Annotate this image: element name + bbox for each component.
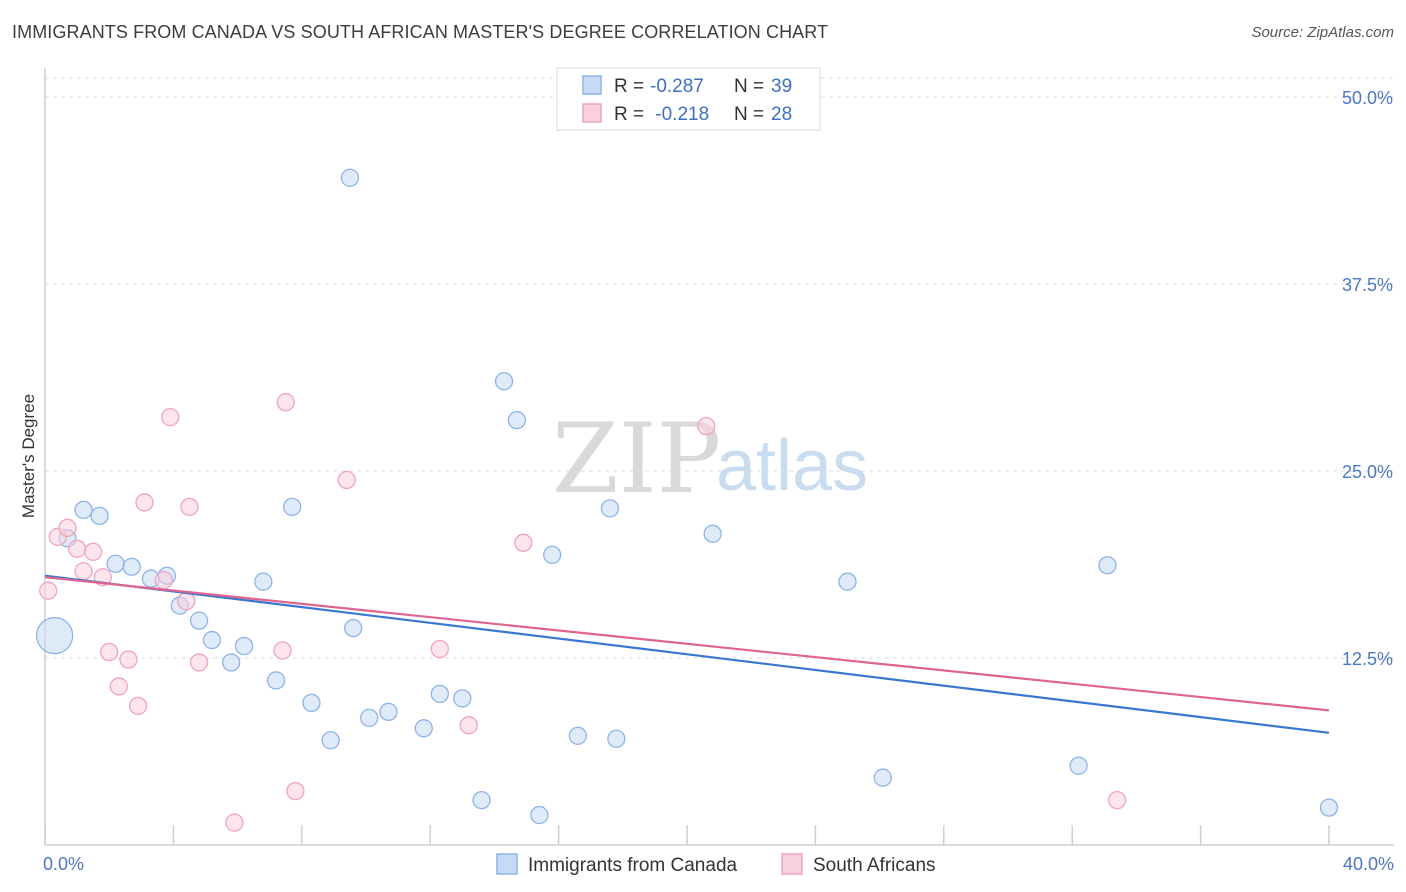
series-legend-label-canada: Immigrants from Canada — [528, 855, 738, 876]
grid-lines — [45, 77, 1394, 659]
canada-point — [340, 168, 360, 187]
south-africans-point — [161, 407, 180, 427]
south-africans-point — [459, 716, 478, 735]
legend-r-label-canada: R = — [614, 76, 644, 97]
series-legend-swatch-canada — [496, 853, 518, 875]
canada-point — [873, 768, 892, 787]
x-tick-label-min: 0.0% — [43, 854, 84, 874]
legend-r-label-south-africans: R = — [614, 104, 644, 125]
legend-n-label-canada: N = — [734, 76, 764, 97]
legend-r-value-south-africans: -0.218 — [650, 104, 709, 125]
series-legend-label-south-africans: South Africans — [813, 855, 936, 876]
south-africans-point — [177, 592, 196, 611]
canada-point — [472, 790, 491, 810]
legend-n-value-canada: 39 — [771, 76, 792, 97]
series-legend-swatch-south-africans — [781, 853, 803, 875]
south-africans-point — [135, 493, 154, 512]
south-africans-point — [58, 518, 77, 537]
x-axis-ticks — [44, 825, 1330, 845]
legend-r-value-canada: -0.287 — [650, 76, 704, 97]
source-credit: Source: ZipAtlas.com — [1251, 24, 1394, 41]
south-africans-point — [276, 393, 295, 412]
south-africans-point — [286, 781, 305, 801]
canada-point — [283, 497, 302, 517]
chart-title: IMMIGRANTS FROM CANADA VS SOUTH AFRICAN … — [12, 22, 829, 42]
south-africans-point — [100, 642, 119, 662]
canada-point — [90, 506, 109, 526]
canada-point — [838, 572, 857, 591]
south-africans-point — [84, 542, 103, 561]
canada-point — [1069, 756, 1088, 775]
canada-point — [507, 410, 527, 430]
canada-point — [106, 554, 125, 573]
canada-point — [74, 500, 93, 520]
legend-n-value-south-africans: 28 — [771, 104, 792, 125]
canada-point — [360, 708, 379, 727]
south-africans-point — [225, 813, 244, 832]
canada-point — [453, 689, 472, 708]
canada-point — [189, 611, 209, 630]
south-africans-point — [67, 539, 87, 558]
south-africans-point — [430, 639, 449, 659]
canada-point — [379, 702, 398, 722]
canada-point — [302, 693, 321, 713]
y-tick-label: 37.5% — [1342, 275, 1393, 295]
south-africans-point — [273, 641, 292, 660]
south-africans-point — [128, 696, 148, 716]
canada-point — [1319, 798, 1339, 817]
trend-lines — [44, 574, 1330, 734]
canada-point — [222, 653, 241, 672]
south-africans-trend-line — [44, 576, 1330, 712]
canada-point — [568, 726, 588, 745]
y-tick-label: 25.0% — [1342, 462, 1393, 482]
south-africans-point — [109, 677, 128, 696]
canada-point — [414, 719, 433, 738]
y-tick-label: 12.5% — [1342, 649, 1393, 669]
legend-swatch-south-africans — [582, 103, 602, 123]
y-tick-label: 50.0% — [1342, 88, 1393, 108]
south-africans-point — [1107, 790, 1127, 810]
canada-point — [543, 545, 562, 564]
watermark-atlas: atlas — [716, 426, 868, 506]
south-africans-point — [514, 533, 533, 552]
canada-trend-line — [44, 574, 1330, 734]
canada-point — [266, 671, 286, 690]
watermark-zip: ZIP — [552, 403, 721, 515]
canada-point — [234, 636, 254, 656]
south-africans-point — [337, 470, 356, 490]
canada-point — [600, 499, 620, 518]
canada-point — [202, 630, 222, 650]
south-africans-point — [119, 650, 138, 669]
stats-legend: R = -0.287 N = 39 R = -0.218 N = 28 — [556, 67, 821, 131]
legend-swatch-canada — [582, 75, 602, 95]
series-legend: Immigrants from Canada South Africans — [496, 853, 936, 876]
south-africans-point — [189, 653, 209, 672]
canada-point — [530, 805, 549, 825]
south-africans-point — [180, 497, 199, 517]
canada-point — [321, 731, 340, 750]
canada-point — [344, 618, 363, 638]
legend-n-label-south-africans: N = — [734, 104, 764, 125]
south-africans-point — [697, 416, 716, 436]
canada-point — [703, 524, 722, 543]
south-africans-point — [74, 562, 93, 581]
data-points — [35, 168, 1339, 832]
canada-point — [1098, 556, 1117, 575]
canada-point — [254, 572, 273, 591]
canada-point — [35, 616, 74, 655]
canada-point — [430, 684, 449, 704]
south-africans-point — [39, 581, 58, 600]
canada-point — [607, 729, 626, 748]
south-africans-point — [154, 571, 173, 590]
canada-point — [122, 557, 141, 576]
x-tick-label-max: 40.0% — [1343, 854, 1394, 874]
y-tick-labels: 12.5% 25.0% 37.5% 50.0% — [1342, 88, 1393, 669]
canada-point — [494, 372, 514, 391]
y-axis-label: Master's Degree — [19, 394, 38, 518]
